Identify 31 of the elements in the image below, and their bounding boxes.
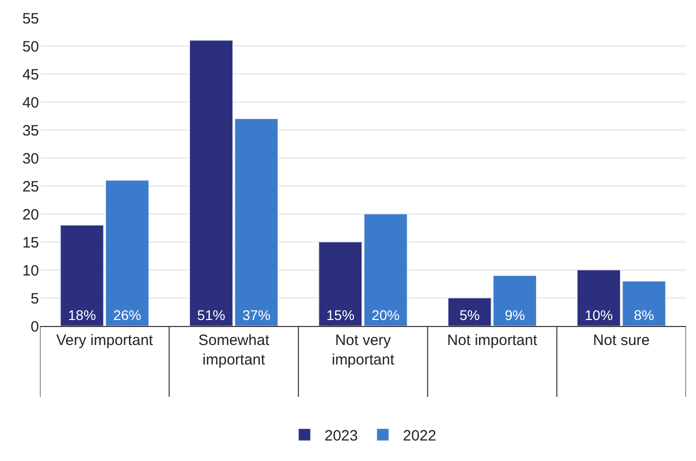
x-tick-label: Not important (447, 332, 538, 349)
y-tick-label: 0 (30, 318, 39, 336)
y-tick-label: 25 (22, 178, 39, 196)
data-label: 20% (372, 307, 400, 323)
x-tick-label: Somewhat important (198, 332, 270, 368)
data-label: 5% (459, 307, 480, 323)
data-label: 15% (326, 307, 354, 323)
y-tick-label: 10 (22, 262, 39, 280)
y-tick-label: 45 (22, 66, 39, 84)
data-label: 51% (197, 307, 226, 323)
y-tick-label: 15 (22, 234, 39, 252)
bar (364, 214, 408, 326)
y-tick-label: 30 (22, 150, 39, 168)
x-tick-label: Very important (56, 332, 154, 349)
y-tick-label: 35 (22, 122, 39, 140)
data-label: 37% (242, 307, 270, 323)
data-label: 26% (113, 307, 142, 323)
y-tick-label: 55 (22, 10, 39, 28)
x-tick-label: Not sure (593, 332, 650, 349)
data-label: 8% (634, 307, 654, 323)
x-tick-label: Not very important (332, 332, 396, 368)
legend-label: 2022 (402, 428, 436, 444)
bar (318, 242, 362, 326)
y-tick-label: 20 (22, 206, 39, 224)
y-tick-label: 50 (22, 38, 39, 56)
y-tick-label: 5 (30, 290, 39, 308)
data-label: 9% (504, 307, 525, 323)
legend-label: 2023 (324, 428, 358, 444)
y-tick-label: 40 (22, 94, 39, 112)
data-label: 10% (584, 307, 613, 323)
data-label: 18% (68, 307, 96, 323)
